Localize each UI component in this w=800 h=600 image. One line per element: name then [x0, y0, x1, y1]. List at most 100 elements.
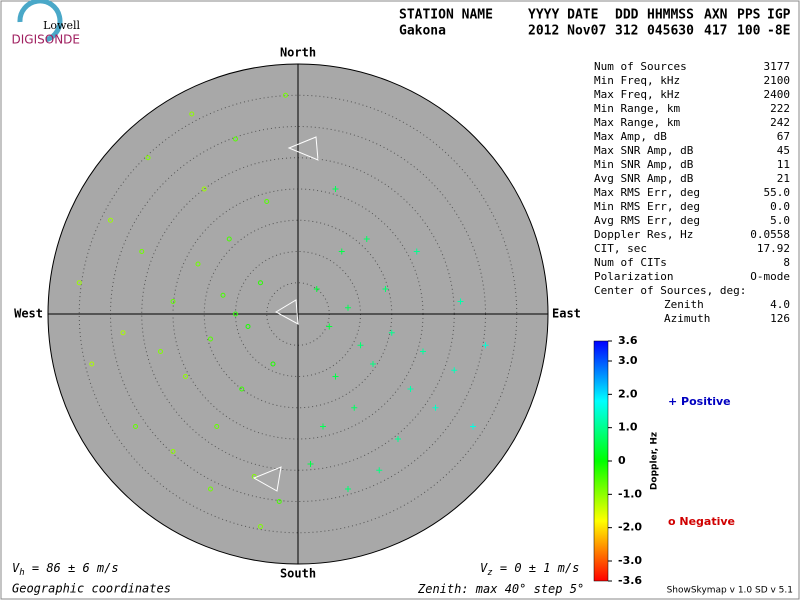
source-negative [183, 374, 188, 379]
colorbar-tick-label: -3.0 [618, 554, 642, 567]
source-negative [233, 311, 238, 317]
source-negative [89, 361, 95, 367]
stat-label: Min Freq, kHz [594, 74, 680, 87]
colorbar-tick-label: -3.6 [618, 574, 642, 587]
source-positive [338, 248, 345, 255]
stat-value: 67 [777, 130, 790, 143]
source-positive [382, 286, 389, 292]
direction: West [14, 307, 43, 321]
source-negative [145, 155, 151, 161]
stat-value: 0.0 [770, 200, 790, 213]
stat-label: Avg RMS Err, deg [594, 214, 700, 227]
logo-swoosh [17, 0, 63, 43]
source-negative [276, 499, 282, 504]
stat-label: Max Range, km [594, 116, 680, 129]
source-negative [170, 449, 176, 454]
header-label: DDD [615, 8, 639, 23]
source-positive [482, 342, 489, 349]
z-part: 40 [505, 582, 519, 596]
stat-value: O-mode [750, 270, 790, 283]
stat-value: 45 [777, 144, 790, 157]
source-positive [407, 386, 414, 392]
center-value: 4.0 [770, 298, 790, 311]
stat-label: Polarization [594, 270, 673, 283]
direction: East [552, 307, 581, 321]
logo-text: Lowell [43, 19, 80, 32]
colorbar-tick-label: 0 [618, 454, 626, 467]
source-positive [451, 367, 458, 374]
marker [252, 466, 282, 492]
header-label: PPS [737, 8, 761, 23]
colorbar [593, 340, 609, 582]
marker [287, 136, 319, 161]
stat-label: Min RMS Err, deg [594, 200, 700, 213]
zenith-info: Zenith: max 40° step 5° [417, 582, 584, 596]
source-negative [233, 136, 238, 142]
stat-value: 2400 [764, 88, 791, 101]
stat-label: Avg SNR Amp, dB [594, 172, 694, 185]
source-negative [195, 261, 201, 267]
version: ShowSkymap v 1.0 SD v 5.1 [667, 586, 793, 596]
stat-label: CIT, sec [594, 242, 647, 255]
header-label: STATION NAME [399, 8, 493, 23]
source-positive [326, 323, 333, 330]
source-positive [357, 342, 364, 349]
colorbar-label: Doppler, Hz [650, 432, 660, 490]
source-negative [258, 524, 263, 529]
stat-label: Num of CITs [594, 256, 667, 269]
source-negative [76, 280, 82, 286]
source-negative [208, 336, 213, 342]
source-positive [345, 304, 351, 311]
vz: Vz = 0 ± 1 m/s [480, 561, 579, 578]
header-value: Gakona [399, 24, 446, 39]
source-negative [208, 486, 213, 492]
colorbar-tick-label: 1.0 [618, 421, 638, 434]
source-negative [120, 330, 126, 336]
stat-label: Max Freq, kHz [594, 88, 680, 101]
source-negative [239, 386, 245, 392]
source-negative [270, 361, 276, 367]
source-negative [139, 249, 145, 254]
stat-label: Doppler Res, Hz [594, 228, 693, 241]
header-label: AXN [704, 8, 728, 23]
vz-part: = 0 ± 1 m/s [493, 561, 580, 575]
coords: Geographic coordinates [12, 582, 171, 596]
stat-label: Max SNR Amp, dB [594, 144, 694, 157]
colorbar-tick-label: 3.0 [618, 354, 638, 367]
stat-value: 3177 [764, 60, 791, 73]
stat-value: 8 [783, 256, 790, 269]
source-positive [313, 286, 320, 292]
source-positive [413, 248, 420, 255]
stat-label: Max RMS Err, deg [594, 186, 700, 199]
stat-label: Max Amp, dB [594, 130, 667, 143]
source-positive [395, 436, 401, 442]
direction: North [280, 46, 316, 60]
source-negative [133, 424, 138, 429]
colorbar-tick-label: -1.0 [618, 487, 642, 500]
source-negative [258, 280, 263, 286]
source-negative [220, 292, 226, 298]
source-positive [351, 404, 358, 411]
legend-positive: + Positive [668, 395, 731, 408]
header-value: 2012 Nov07 [528, 24, 606, 39]
source-negative [245, 324, 251, 329]
source-positive [363, 236, 370, 242]
header-value: 100 [737, 24, 761, 39]
source-positive [332, 373, 339, 380]
source-negative [214, 424, 220, 429]
source-positive [420, 348, 426, 355]
source-positive [432, 404, 439, 411]
header-label: IGP [767, 8, 791, 23]
stat-value: 0.0558 [750, 228, 790, 241]
center-title: Center of Sources, deg: [594, 284, 746, 297]
vh: Vh = 86 ± 6 m/s [12, 561, 119, 578]
vh-part: = 86 ± 6 m/s [25, 561, 119, 575]
z-part: ° step [519, 582, 570, 596]
logo-text: DIGISONDE [12, 33, 80, 47]
source-negative [189, 111, 195, 117]
center-label: Azimuth [664, 312, 710, 325]
stat-value: 21 [777, 172, 790, 185]
source-positive [457, 298, 464, 305]
header-value: 312 [615, 24, 638, 39]
